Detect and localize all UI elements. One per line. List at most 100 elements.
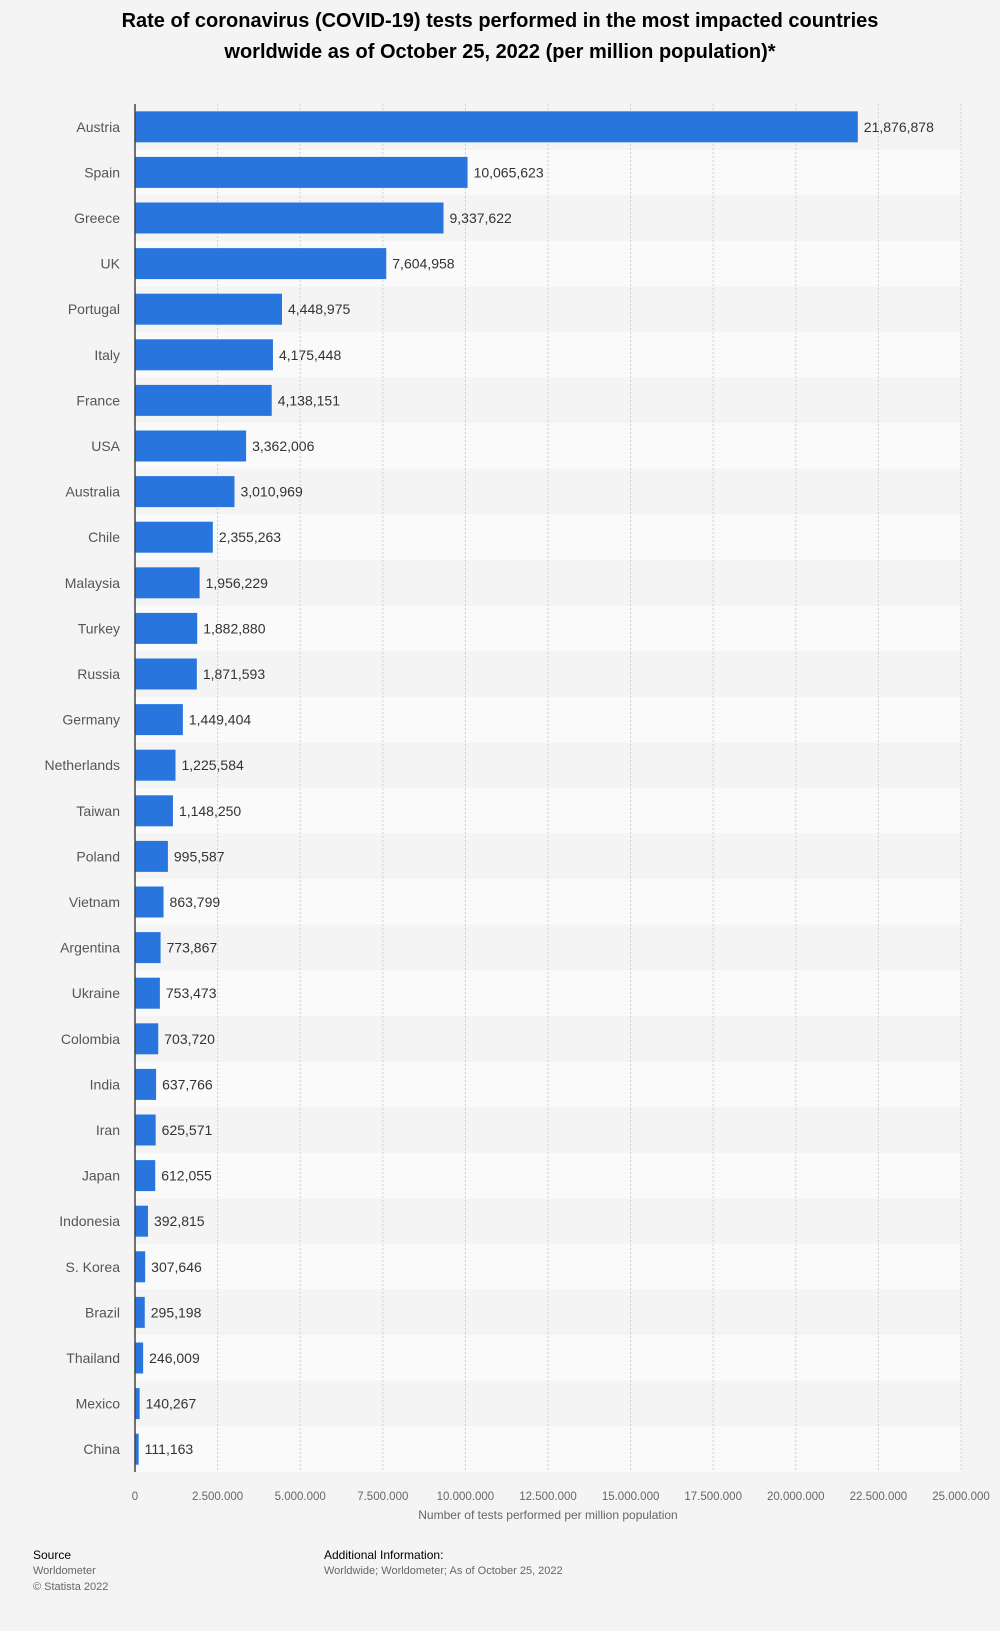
chart-title-line-1: Rate of coronavirus (COVID-19) tests per…: [121, 10, 879, 32]
x-axis-label: Number of tests performed per million po…: [418, 1508, 678, 1522]
bar: [135, 932, 161, 964]
category-label: Malaysia: [65, 575, 120, 591]
x-tick-label: 22,500,000: [850, 1491, 908, 1500]
value-label: 703,720: [164, 1031, 215, 1047]
category-label: Austria: [76, 119, 120, 135]
category-label: Japan: [82, 1168, 120, 1184]
bar: [135, 1160, 156, 1192]
category-label: Vietnam: [69, 894, 120, 910]
bar: [135, 1205, 148, 1237]
category-label: India: [90, 1076, 121, 1092]
category-label: France: [76, 392, 120, 408]
bar: [135, 795, 173, 827]
value-label: 21,876,878: [864, 119, 934, 135]
source-block: Source Worldometer © Statista 2022: [33, 1547, 108, 1595]
value-label: 1,148,250: [179, 803, 241, 819]
bar: [135, 156, 468, 188]
value-label: 1,449,404: [189, 712, 251, 728]
bar: [135, 293, 282, 325]
value-label: 995,587: [174, 848, 225, 864]
value-label: 773,867: [167, 940, 218, 956]
bar-chart: Austria 21,876,878 Spain 10,065,623 Greece 9,…: [45, 104, 990, 1500]
bar: [135, 1114, 156, 1146]
bar: [135, 977, 160, 1009]
chart-title: Rate of coronavirus (COVID-19) tests per…: [40, 6, 960, 68]
value-label: 295,198: [151, 1304, 202, 1320]
value-label: 612,055: [161, 1168, 212, 1184]
bar: [135, 1023, 159, 1055]
category-label: Iran: [96, 1122, 120, 1138]
category-label: UK: [101, 256, 121, 272]
bar: [135, 840, 168, 872]
category-label: Argentina: [60, 940, 120, 956]
value-label: 4,448,975: [288, 301, 350, 317]
x-tick-label: 10,000,000: [437, 1491, 495, 1500]
value-label: 4,138,151: [278, 392, 340, 408]
category-label: Brazil: [85, 1304, 120, 1320]
x-tick-label: 17,500,000: [684, 1491, 742, 1500]
row-band: [135, 788, 961, 834]
bar: [135, 1433, 139, 1465]
category-label: Indonesia: [59, 1213, 120, 1229]
chart-title-line-2: worldwide as of October 25, 2022 (per mi…: [224, 41, 776, 63]
value-label: 625,571: [162, 1122, 213, 1138]
x-tick-label: 15,000,000: [602, 1491, 660, 1500]
value-label: 3,362,006: [252, 438, 314, 454]
bar: [135, 1388, 140, 1420]
bar: [135, 202, 444, 234]
row-band: [135, 1380, 961, 1427]
bar: [135, 612, 198, 644]
bar: [135, 749, 176, 781]
bar: [135, 1068, 157, 1100]
x-tick-label: 20,000,000: [767, 1491, 825, 1500]
category-label: Netherlands: [45, 757, 121, 773]
bar: [135, 430, 247, 462]
category-label: Taiwan: [76, 803, 120, 819]
additional-info-heading: Additional Information:: [324, 1548, 444, 1562]
category-label: Turkey: [78, 620, 120, 636]
category-label: Poland: [76, 848, 120, 864]
row-band: [135, 1152, 961, 1199]
bar: [135, 1342, 144, 1374]
category-label: Spain: [84, 164, 120, 180]
x-tick-label: 25,000,000: [932, 1491, 990, 1500]
value-label: 7,604,958: [392, 256, 454, 272]
value-label: 307,646: [151, 1259, 202, 1275]
bar: [135, 111, 858, 143]
row-band: [135, 1016, 961, 1062]
row-band: [135, 696, 961, 743]
bar: [135, 567, 200, 599]
bar: [135, 886, 164, 918]
category-label: Thailand: [66, 1350, 120, 1366]
category-label: Australia: [66, 484, 121, 500]
source-heading: Source: [33, 1548, 72, 1562]
bar: [135, 1251, 146, 1283]
additional-info-text: Worldwide; Worldometer; As of October 25…: [324, 1565, 563, 1577]
category-label: Ukraine: [72, 985, 120, 1001]
value-label: 10,065,623: [474, 164, 544, 180]
bar: [135, 339, 273, 371]
value-label: 246,009: [149, 1350, 200, 1366]
source-name: Worldometer: [33, 1565, 96, 1577]
category-label: Russia: [77, 666, 120, 682]
category-label: Portugal: [68, 301, 120, 317]
category-label: China: [83, 1441, 120, 1457]
value-label: 863,799: [170, 894, 221, 910]
x-tick-label: 5,000,000: [275, 1491, 326, 1500]
bar: [135, 704, 183, 736]
x-tick-label: 2,500,000: [192, 1491, 243, 1500]
bar: [135, 1296, 145, 1328]
value-label: 1,225,584: [181, 757, 243, 773]
bar: [135, 384, 272, 416]
bar: [135, 476, 235, 508]
category-label: S. Korea: [66, 1259, 121, 1275]
value-label: 140,267: [146, 1396, 197, 1412]
additional-info-block: Additional Information: Worldwide; World…: [324, 1547, 563, 1579]
copyright: © Statista 2022: [33, 1581, 109, 1593]
value-label: 637,766: [162, 1076, 213, 1092]
value-label: 1,871,593: [203, 666, 265, 682]
value-label: 1,882,880: [203, 620, 265, 636]
x-tick-label: 12,500,000: [519, 1491, 577, 1500]
value-label: 392,815: [154, 1213, 205, 1229]
value-label: 2,355,263: [219, 529, 281, 545]
